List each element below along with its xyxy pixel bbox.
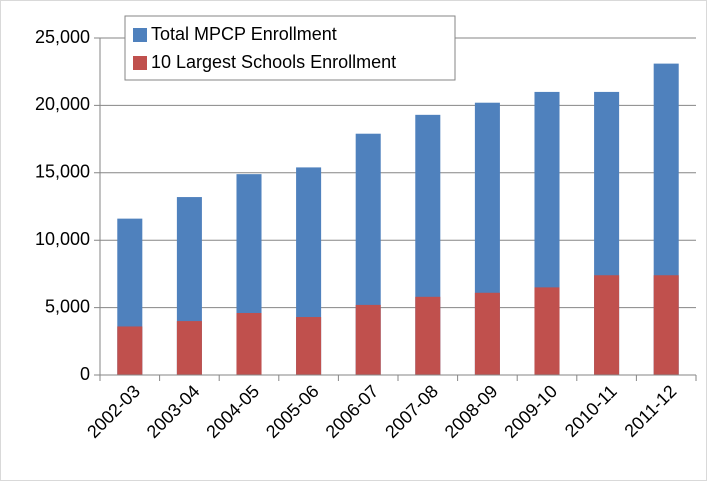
bar [474,292,500,375]
legend-label: Total MPCP Enrollment [151,24,337,44]
bar [236,312,262,375]
bar [653,275,679,375]
legend-swatch [133,56,147,70]
bar [415,296,441,375]
bar [355,304,381,375]
y-tick-label: 25,000 [35,27,90,47]
legend-label: 10 Largest Schools Enrollment [151,52,396,72]
y-tick-label: 15,000 [35,162,90,182]
bar [176,321,202,375]
bar [594,275,620,375]
bar [296,317,322,375]
y-tick-label: 5,000 [45,296,90,316]
legend-swatch [133,28,147,42]
legend-box [124,15,456,81]
y-tick-label: 10,000 [35,229,90,249]
y-tick-label: 0 [80,364,90,384]
bar [117,326,143,375]
y-tick-label: 20,000 [35,94,90,114]
bar [534,287,560,375]
